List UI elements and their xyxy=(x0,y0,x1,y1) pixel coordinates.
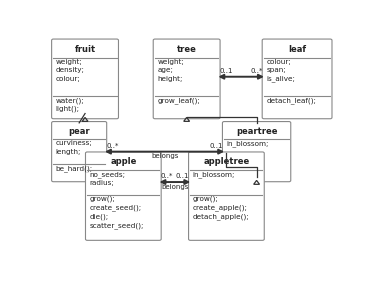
Text: apple: apple xyxy=(110,157,136,166)
Text: curviness;
length;: curviness; length; xyxy=(56,140,92,155)
Text: belongs: belongs xyxy=(151,153,178,159)
Text: water();
light();: water(); light(); xyxy=(56,97,84,112)
Text: appletree: appletree xyxy=(203,157,250,166)
Text: 0..1: 0..1 xyxy=(175,173,189,179)
Text: peartree: peartree xyxy=(236,127,277,136)
Text: belongs: belongs xyxy=(161,184,188,190)
Text: colour;
span;
is_alive;: colour; span; is_alive; xyxy=(266,59,295,82)
Text: weight;
age;
height;: weight; age; height; xyxy=(157,59,184,81)
Text: 0..1: 0..1 xyxy=(220,68,233,74)
Text: be_hard();: be_hard(); xyxy=(56,166,93,172)
Text: 0..*: 0..* xyxy=(106,143,119,149)
Text: in_blossom;: in_blossom; xyxy=(226,140,269,147)
Text: grow_leaf();: grow_leaf(); xyxy=(157,97,200,104)
Text: leaf: leaf xyxy=(288,45,306,54)
Text: grow();
create_apple();
detach_apple();: grow(); create_apple(); detach_apple(); xyxy=(193,196,249,220)
Text: weight;
density;
colour;: weight; density; colour; xyxy=(56,59,85,81)
Text: 0..*: 0..* xyxy=(161,173,173,179)
FancyBboxPatch shape xyxy=(52,39,119,119)
Text: pear: pear xyxy=(68,127,90,136)
FancyBboxPatch shape xyxy=(52,122,107,182)
Text: grow();
create_seed();
die();
scatter_seed();: grow(); create_seed(); die(); scatter_se… xyxy=(90,196,144,229)
Text: in_blossom;: in_blossom; xyxy=(193,171,235,178)
Text: 0..1: 0..1 xyxy=(209,143,223,149)
Text: tree: tree xyxy=(177,45,196,54)
FancyBboxPatch shape xyxy=(188,152,264,240)
FancyBboxPatch shape xyxy=(86,152,161,240)
FancyBboxPatch shape xyxy=(222,122,291,182)
Text: fruit: fruit xyxy=(74,45,96,54)
Text: no_seeds;
radius;: no_seeds; radius; xyxy=(90,171,126,186)
Text: 0..*: 0..* xyxy=(250,68,263,74)
FancyBboxPatch shape xyxy=(262,39,332,119)
Text: detach_leaf();: detach_leaf(); xyxy=(266,97,316,104)
FancyBboxPatch shape xyxy=(153,39,220,119)
